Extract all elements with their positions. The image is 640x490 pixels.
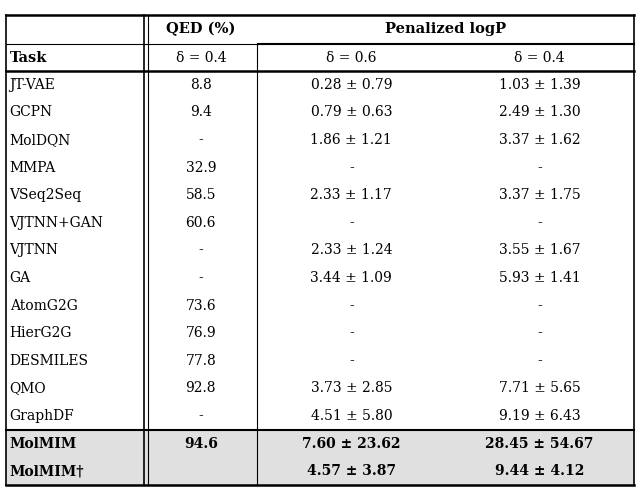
Text: 60.6: 60.6: [186, 216, 216, 230]
Text: MMPA: MMPA: [10, 161, 56, 174]
Text: 7.71 ± 5.65: 7.71 ± 5.65: [499, 382, 580, 395]
Text: -: -: [537, 354, 542, 368]
Text: -: -: [537, 299, 542, 313]
Text: 2.49 ± 1.30: 2.49 ± 1.30: [499, 105, 580, 120]
Text: 2.33 ± 1.24: 2.33 ± 1.24: [310, 244, 392, 257]
Text: 4.51 ± 5.80: 4.51 ± 5.80: [310, 409, 392, 423]
Text: 92.8: 92.8: [186, 382, 216, 395]
Text: 76.9: 76.9: [186, 326, 216, 340]
Text: 9.4: 9.4: [190, 105, 212, 120]
Bar: [6, 458, 634, 485]
Text: -: -: [349, 216, 354, 230]
Text: -: -: [198, 409, 204, 423]
Text: 8.8: 8.8: [190, 78, 212, 92]
Text: δ = 0.4: δ = 0.4: [514, 50, 565, 65]
Text: 3.37 ± 1.75: 3.37 ± 1.75: [499, 188, 580, 202]
Text: -: -: [198, 133, 204, 147]
Text: -: -: [198, 244, 204, 257]
Text: QMO: QMO: [10, 382, 46, 395]
Text: DESMILES: DESMILES: [10, 354, 88, 368]
Text: 32.9: 32.9: [186, 161, 216, 174]
Text: 0.79 ± 0.63: 0.79 ± 0.63: [310, 105, 392, 120]
Text: -: -: [198, 271, 204, 285]
Text: -: -: [349, 354, 354, 368]
Text: Penalized logP: Penalized logP: [385, 23, 506, 36]
Text: GCPN: GCPN: [10, 105, 52, 120]
Text: δ = 0.4: δ = 0.4: [175, 50, 226, 65]
Text: -: -: [537, 326, 542, 340]
Text: VSeq2Seq: VSeq2Seq: [10, 188, 82, 202]
Text: 94.6: 94.6: [184, 437, 218, 451]
Text: 28.45 ± 54.67: 28.45 ± 54.67: [485, 437, 594, 451]
Text: AtomG2G: AtomG2G: [10, 299, 77, 313]
Text: GraphDF: GraphDF: [10, 409, 74, 423]
Text: MolMIM: MolMIM: [10, 437, 77, 451]
Text: 73.6: 73.6: [186, 299, 216, 313]
Text: 0.28 ± 0.79: 0.28 ± 0.79: [310, 78, 392, 92]
Text: 2.33 ± 1.17: 2.33 ± 1.17: [310, 188, 392, 202]
Text: 5.93 ± 1.41: 5.93 ± 1.41: [499, 271, 580, 285]
Bar: [6, 430, 634, 458]
Text: GA: GA: [10, 271, 31, 285]
Text: 3.73 ± 2.85: 3.73 ± 2.85: [310, 382, 392, 395]
Text: 3.37 ± 1.62: 3.37 ± 1.62: [499, 133, 580, 147]
Text: HierG2G: HierG2G: [10, 326, 72, 340]
Text: QED (%): QED (%): [166, 22, 236, 36]
Text: 1.86 ± 1.21: 1.86 ± 1.21: [310, 133, 392, 147]
Text: JT-VAE: JT-VAE: [10, 78, 56, 92]
Text: -: -: [349, 299, 354, 313]
Text: VJTNN: VJTNN: [10, 244, 59, 257]
Text: 7.60 ± 23.62: 7.60 ± 23.62: [302, 437, 401, 451]
Text: -: -: [349, 161, 354, 174]
Text: VJTNN+GAN: VJTNN+GAN: [10, 216, 104, 230]
Text: 3.44 ± 1.09: 3.44 ± 1.09: [310, 271, 392, 285]
Text: 9.19 ± 6.43: 9.19 ± 6.43: [499, 409, 580, 423]
Text: Task: Task: [10, 50, 47, 65]
Text: δ = 0.6: δ = 0.6: [326, 50, 376, 65]
Text: -: -: [537, 161, 542, 174]
Text: 77.8: 77.8: [186, 354, 216, 368]
Text: 9.44 ± 4.12: 9.44 ± 4.12: [495, 465, 584, 478]
Text: 4.57 ± 3.87: 4.57 ± 3.87: [307, 465, 396, 478]
Text: MolDQN: MolDQN: [10, 133, 71, 147]
Text: MolMIM†: MolMIM†: [10, 465, 84, 478]
Text: -: -: [349, 326, 354, 340]
Text: 58.5: 58.5: [186, 188, 216, 202]
Text: -: -: [537, 216, 542, 230]
Text: 1.03 ± 1.39: 1.03 ± 1.39: [499, 78, 580, 92]
Text: 3.55 ± 1.67: 3.55 ± 1.67: [499, 244, 580, 257]
